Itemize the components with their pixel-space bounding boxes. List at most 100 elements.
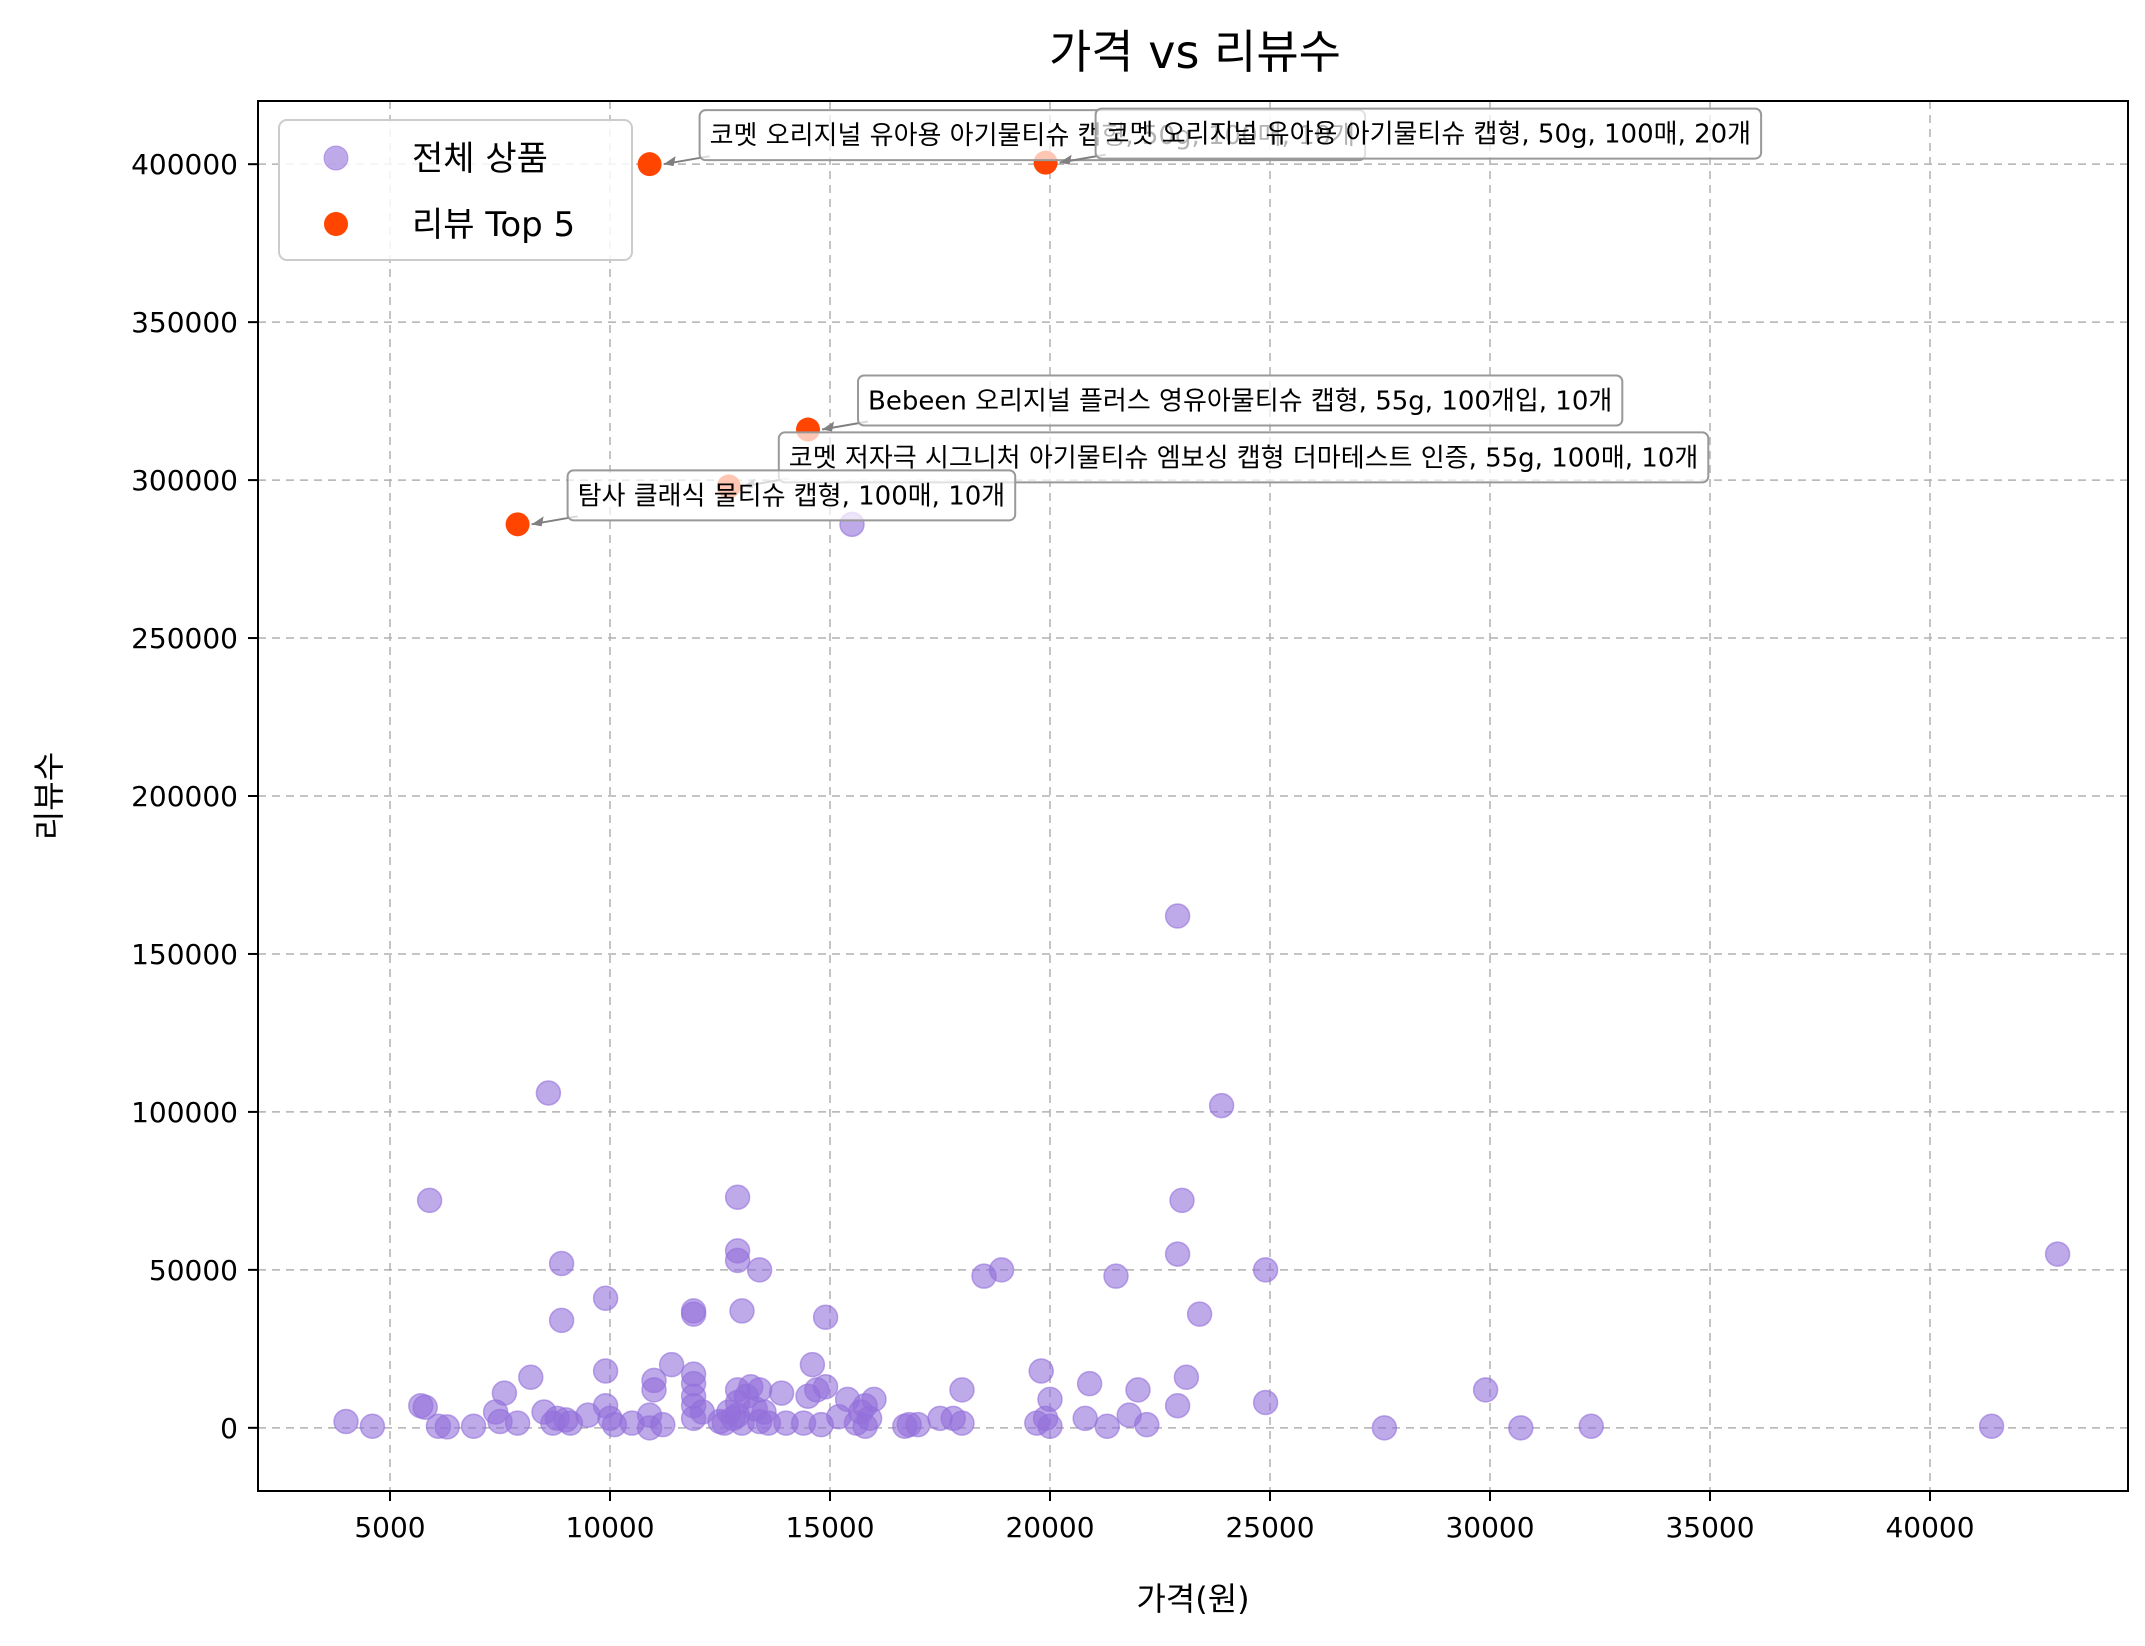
- data-point: [1072, 1405, 1098, 1432]
- data-point: [724, 1184, 751, 1210]
- data-point: [518, 1364, 544, 1391]
- data-point: [1578, 1413, 1604, 1439]
- data-point: [1164, 1241, 1191, 1267]
- data-point: [548, 1250, 575, 1277]
- data-point: [658, 1351, 685, 1378]
- data-point: [491, 1380, 518, 1406]
- y-tick-label: 350000: [131, 306, 238, 339]
- annotation-arrowhead: [822, 421, 834, 432]
- top5-data-point: [505, 512, 530, 537]
- annotation-box: [857, 374, 1624, 427]
- data-point: [1371, 1415, 1398, 1441]
- x-tick-label: 40000: [1885, 1511, 1974, 1544]
- data-point: [729, 1298, 755, 1324]
- data-point: [650, 1411, 676, 1438]
- data-point: [1208, 1092, 1235, 1119]
- data-point: [1508, 1415, 1534, 1441]
- annotation-box: [566, 469, 1017, 522]
- data-points: [333, 150, 2071, 1441]
- annotation: Bebeen 오리지널 플러스 영유아물티슈 캡형, 55g, 100개입, 1…: [821, 374, 1624, 432]
- data-point: [1076, 1370, 1103, 1397]
- data-point: [1164, 903, 1191, 929]
- data-point: [746, 1377, 773, 1403]
- y-tick-label: 300000: [131, 464, 238, 497]
- annotation-arrowhead: [1059, 154, 1072, 165]
- data-point: [905, 1411, 931, 1438]
- data-point: [949, 1377, 975, 1403]
- data-point: [592, 1285, 619, 1312]
- data-point: [548, 1307, 575, 1334]
- legend-marker-top5: [324, 212, 348, 236]
- x-axis-title: 가격(원): [1136, 1580, 1249, 1618]
- annotation-label: 탐사 클래식 물티슈 캡형, 100매, 10개: [578, 481, 1006, 511]
- y-tick-label: 150000: [131, 938, 238, 971]
- data-point: [1125, 1377, 1151, 1403]
- y-tick-label: 50000: [149, 1254, 238, 1287]
- data-point: [1169, 1187, 1195, 1214]
- data-point: [799, 1351, 826, 1378]
- x-tick-label: 5000: [354, 1511, 425, 1544]
- data-point: [1037, 1413, 1063, 1439]
- data-point: [592, 1358, 619, 1384]
- y-axis-title: 리뷰수: [30, 752, 68, 840]
- data-point: [1252, 1389, 1279, 1416]
- annotation: 코멧 오리지널 유아용 아기물티슈 캡형, 50g, 100매, 20개: [1059, 107, 1763, 165]
- legend-marker-all: [323, 145, 349, 171]
- data-point: [359, 1413, 386, 1439]
- y-tick-label: 200000: [131, 780, 238, 813]
- data-point: [680, 1301, 707, 1327]
- data-point: [1103, 1263, 1129, 1289]
- annotation-arrowhead: [531, 516, 544, 527]
- data-point: [1173, 1364, 1200, 1391]
- data-point: [724, 1247, 751, 1274]
- y-tick-label: 250000: [131, 622, 238, 655]
- annotation-label: 코멧 저자극 시그니처 아기물티슈 엠보싱 캡형 더마테스트 인증, 55g, …: [789, 443, 1699, 473]
- annotation-box: [1094, 107, 1763, 160]
- legend-box: [278, 119, 633, 261]
- legend-label-top5: 리뷰 Top 5: [412, 205, 575, 245]
- legend-label-all: 전체 상품: [412, 139, 548, 179]
- data-point: [861, 1386, 887, 1413]
- data-point: [333, 1408, 359, 1435]
- data-point: [460, 1413, 487, 1439]
- data-point: [1037, 1386, 1063, 1413]
- y-tick-label: 100000: [131, 1096, 238, 1129]
- data-point: [988, 1257, 1015, 1283]
- data-point: [1978, 1413, 2005, 1439]
- x-tick-label: 10000: [565, 1511, 654, 1544]
- data-point: [1094, 1413, 1120, 1439]
- data-point: [949, 1410, 975, 1436]
- annotation-label: 코멧 오리지널 유아용 아기물티슈 캡형, 50g, 100매, 20개: [1106, 120, 1752, 150]
- legend: 전체 상품 리뷰 Top 5: [278, 119, 633, 261]
- data-point: [812, 1374, 839, 1400]
- annotation: 탐사 클래식 물티슈 캡형, 100매, 10개: [531, 469, 1017, 527]
- data-point: [504, 1410, 531, 1436]
- annotation-arrowhead: [663, 156, 676, 167]
- annotation-label: Bebeen 오리지널 플러스 영유아물티슈 캡형, 55g, 100개입, 1…: [868, 387, 1612, 417]
- x-tick-label: 30000: [1445, 1511, 1534, 1544]
- y-tick-label: 0: [220, 1412, 238, 1445]
- data-point: [535, 1080, 562, 1106]
- top5-data-point: [637, 152, 662, 177]
- data-point: [1028, 1358, 1054, 1384]
- data-point: [434, 1414, 460, 1440]
- data-point: [1252, 1257, 1279, 1283]
- data-point: [746, 1257, 773, 1283]
- axis-ticks: 5000 10000 15000 20000 25000 30000 35000 400000…: [131, 148, 1974, 1544]
- data-point: [2044, 1241, 2071, 1267]
- data-point: [641, 1377, 667, 1403]
- data-point: [1164, 1392, 1191, 1419]
- y-tick-label: 400000: [131, 148, 238, 181]
- data-point: [412, 1394, 438, 1421]
- data-point: [416, 1187, 443, 1214]
- x-tick-label: 20000: [1005, 1511, 1094, 1544]
- data-point: [1472, 1377, 1499, 1403]
- x-tick-label: 35000: [1665, 1511, 1754, 1544]
- data-point: [812, 1304, 839, 1330]
- chart-title: 가격 vs 리뷰수: [1049, 25, 1341, 79]
- x-tick-label: 25000: [1225, 1511, 1314, 1544]
- data-point: [1134, 1411, 1160, 1438]
- data-point: [1186, 1301, 1213, 1327]
